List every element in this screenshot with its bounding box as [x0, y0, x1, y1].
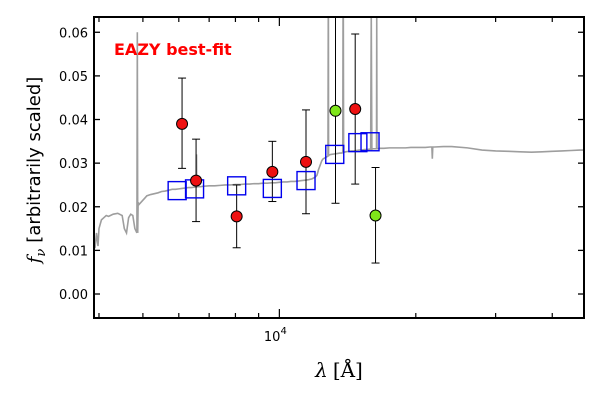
model-flux-box: [167, 180, 187, 201]
observed-flux-point: [176, 117, 189, 130]
x-axis-label: λ [Å]: [314, 357, 363, 382]
plot-frame: [93, 16, 585, 319]
y-tick-label: 0.05: [59, 70, 88, 85]
model-flux-box: [348, 132, 368, 153]
y-tick-label: 0.00: [59, 288, 88, 303]
x-tick-label: 104: [264, 326, 287, 345]
annotation-label: EAZY best-fit: [114, 40, 232, 59]
y-tick-label: 0.01: [59, 244, 88, 259]
y-tick-label: 0.04: [59, 114, 88, 129]
x-axis-symbol: λ: [314, 358, 328, 382]
y-tick-label: 0.03: [59, 157, 88, 172]
y-tick-label: 0.06: [59, 26, 88, 41]
y-axis-subscript: ν: [34, 249, 49, 257]
model-flux-box: [262, 178, 283, 199]
template-spectrum-line: [94, 17, 584, 249]
y-axis-label: fν[arbitrarily scaled]: [24, 77, 49, 266]
model-flux-box: [325, 144, 345, 165]
x-axis-unit: [Å]: [333, 357, 363, 382]
observed-flux-point: [300, 155, 313, 168]
observed-flux-point: [230, 210, 243, 223]
model-flux-box: [296, 170, 316, 191]
observed-flux-point: [190, 174, 203, 187]
observed-flux-point: [349, 103, 362, 116]
model-flux-box: [226, 176, 247, 196]
y-axis-text: [arbitrarily scaled]: [24, 77, 45, 243]
observed-flux-point: [266, 165, 279, 178]
observed-flux-point: [369, 209, 382, 222]
y-tick-label: 0.02: [59, 201, 88, 216]
observed-flux-point: [329, 104, 342, 117]
model-flux-box: [360, 132, 380, 152]
